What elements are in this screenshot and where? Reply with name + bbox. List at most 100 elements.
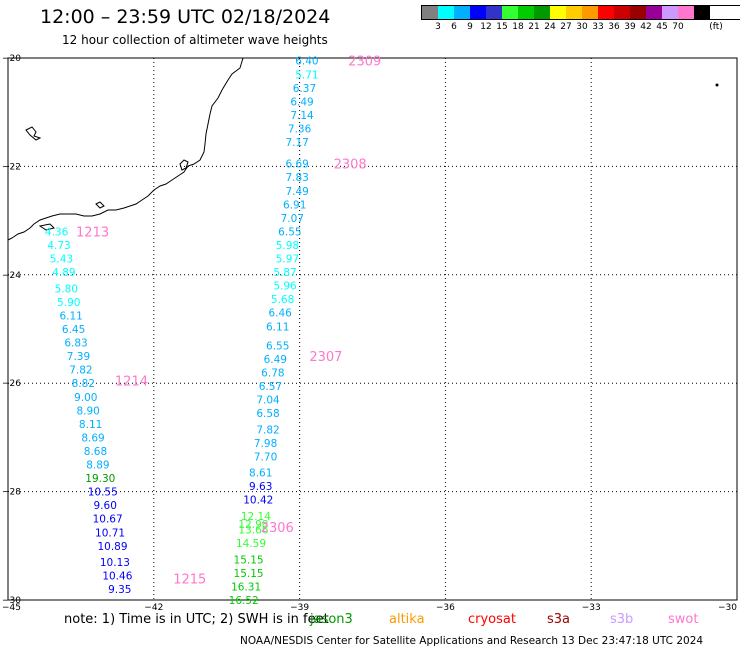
legend-swatch — [646, 6, 662, 19]
legend-tick-label: 27 — [560, 22, 572, 32]
page-title: 12:00 – 23:59 UTC 02/18/2024 — [40, 6, 331, 28]
legend-tick-label: 3 — [435, 22, 441, 32]
wave-height-value: 10.13 — [100, 557, 130, 569]
legend-swatch — [502, 6, 518, 19]
wave-height-value: 7.82 — [256, 424, 279, 436]
wave-height-value: 8.90 — [76, 405, 99, 417]
legend-tick-label: 12 — [480, 22, 492, 32]
wave-height-value: 5.80 — [55, 283, 78, 295]
wave-height-value: 6.55 — [278, 226, 301, 238]
wave-height-value: 6.11 — [59, 310, 82, 322]
wave-height-value: 6.46 — [268, 308, 292, 320]
satellite-label-jason3: jason3 — [310, 612, 353, 627]
wave-height-value: 6.83 — [64, 338, 87, 350]
footer-note: note: 1) Time is in UTC; 2) SWH is in fe… — [64, 612, 329, 627]
lat-tick-label: −30 — [2, 596, 21, 606]
pass-label: 1215 — [173, 572, 206, 587]
wave-height-value: 6.69 — [285, 159, 308, 171]
legend-swatch — [694, 6, 710, 19]
wave-height-value: 7.07 — [281, 213, 304, 225]
wave-height-value: 13.66 — [238, 525, 268, 537]
lat-tick-label: −28 — [2, 488, 21, 498]
legend-color-bar — [421, 5, 740, 20]
wave-height-value: 6.49 — [290, 96, 313, 108]
pass-label: 1214 — [115, 374, 148, 389]
wave-height-value: 5.98 — [276, 240, 299, 252]
pass-label: 2306 — [261, 521, 294, 536]
wave-height-value: 5.90 — [57, 297, 80, 309]
page-subtitle: 12 hour collection of altimeter wave hei… — [62, 33, 328, 47]
plot-frame — [7, 57, 738, 601]
legend-swatch — [534, 6, 550, 19]
legend-swatch — [598, 6, 614, 19]
wave-height-value: 8.61 — [249, 468, 272, 480]
lat-tick-label: −22 — [2, 162, 21, 172]
wave-height-value: 7.82 — [69, 365, 92, 377]
coastline — [7, 57, 719, 241]
wave-height-value: 7.70 — [254, 451, 277, 463]
wave-height-value: 6.58 — [256, 408, 279, 420]
pass-labels: 2309 2308 2307 2306 1213 1214 1215 — [76, 55, 381, 588]
satellite-label-cryosat: cryosat — [468, 612, 516, 627]
legend-tick-label: 6 — [451, 22, 457, 32]
legend-unit: (ft) — [709, 22, 723, 32]
wave-height-value: 8.69 — [81, 432, 104, 444]
wave-height-value: 9.60 — [94, 500, 117, 512]
wave-height-value: 5.87 — [273, 267, 296, 279]
wave-height-value: 5.97 — [276, 254, 299, 266]
legend-tick-label: 36 — [608, 22, 620, 32]
wave-height-value: 7.14 — [290, 110, 314, 122]
wave-height-value: 6.91 — [283, 199, 306, 211]
legend-tick-label: 39 — [624, 22, 636, 32]
wave-height-value: 8.82 — [72, 378, 95, 390]
lon-tick-label: −45 — [2, 603, 21, 613]
wave-height-value: 6.55 — [266, 340, 289, 352]
lon-tick-label: −39 — [290, 603, 309, 613]
legend-tick-label: 45 — [656, 22, 668, 32]
wave-height-value: 10.89 — [97, 541, 127, 553]
brazil-coastline — [7, 57, 244, 241]
wave-height-value: 7.36 — [288, 123, 312, 135]
wave-height-value: 6.37 — [293, 83, 316, 95]
legend-swatch — [678, 6, 694, 19]
wave-height-value: 10.55 — [88, 487, 118, 499]
satellite-label-swot: swot — [668, 612, 699, 627]
legend-swatch — [550, 6, 566, 19]
legend-swatch — [486, 6, 502, 19]
lon-tick-label: −33 — [582, 603, 601, 613]
color-legend: 3 6 9 12 15 18 21 24 27 30 33 36 39 42 45 70 (ft) — [421, 5, 740, 32]
legend-tick-label: 33 — [592, 22, 604, 32]
wave-height-value: 7.83 — [285, 172, 308, 184]
legend-swatch — [566, 6, 582, 19]
lat-tick-label: −20 — [2, 54, 21, 64]
legend-tick-label: 18 — [512, 22, 524, 32]
wave-height-value: 7.49 — [285, 186, 308, 198]
lat-lon-grid — [7, 57, 738, 601]
pass-label: 2307 — [309, 350, 342, 365]
legend-tick-label: 15 — [496, 22, 508, 32]
lon-tick-label: −36 — [436, 603, 455, 613]
axis-ticks: −45 −42 −39 −36 −33 −30 −20 −22 −24 −26 −28 −30 — [2, 54, 737, 613]
pass-label: 2308 — [334, 158, 367, 173]
wave-height-value: 8.68 — [84, 446, 107, 458]
legend-tick-label: 70 — [672, 22, 684, 32]
wave-height-value: 16.31 — [231, 581, 261, 593]
wave-height-points: 6.405.716.376.497.147.367.176.697.837.49… — [45, 56, 319, 607]
lon-tick-label: −30 — [718, 603, 737, 613]
legend-tick-label: 30 — [576, 22, 588, 32]
wave-height-value: 6.11 — [266, 321, 289, 333]
wave-height-value: 10.46 — [102, 571, 132, 583]
wave-height-value: 7.17 — [285, 137, 308, 149]
wave-height-value: 5.96 — [273, 281, 297, 293]
legend-swatch — [614, 6, 630, 19]
legend-swatch — [454, 6, 470, 19]
wave-height-value: 6.40 — [295, 56, 318, 68]
legend-swatch — [470, 6, 486, 19]
legend-tick-label: 21 — [528, 22, 540, 32]
wave-height-value: 5.43 — [50, 254, 73, 266]
wave-height-value: 12.98 — [238, 519, 268, 531]
wave-height-value: 6.45 — [62, 324, 85, 336]
pass-label: 2309 — [348, 55, 381, 70]
lat-tick-label: −26 — [2, 379, 21, 389]
